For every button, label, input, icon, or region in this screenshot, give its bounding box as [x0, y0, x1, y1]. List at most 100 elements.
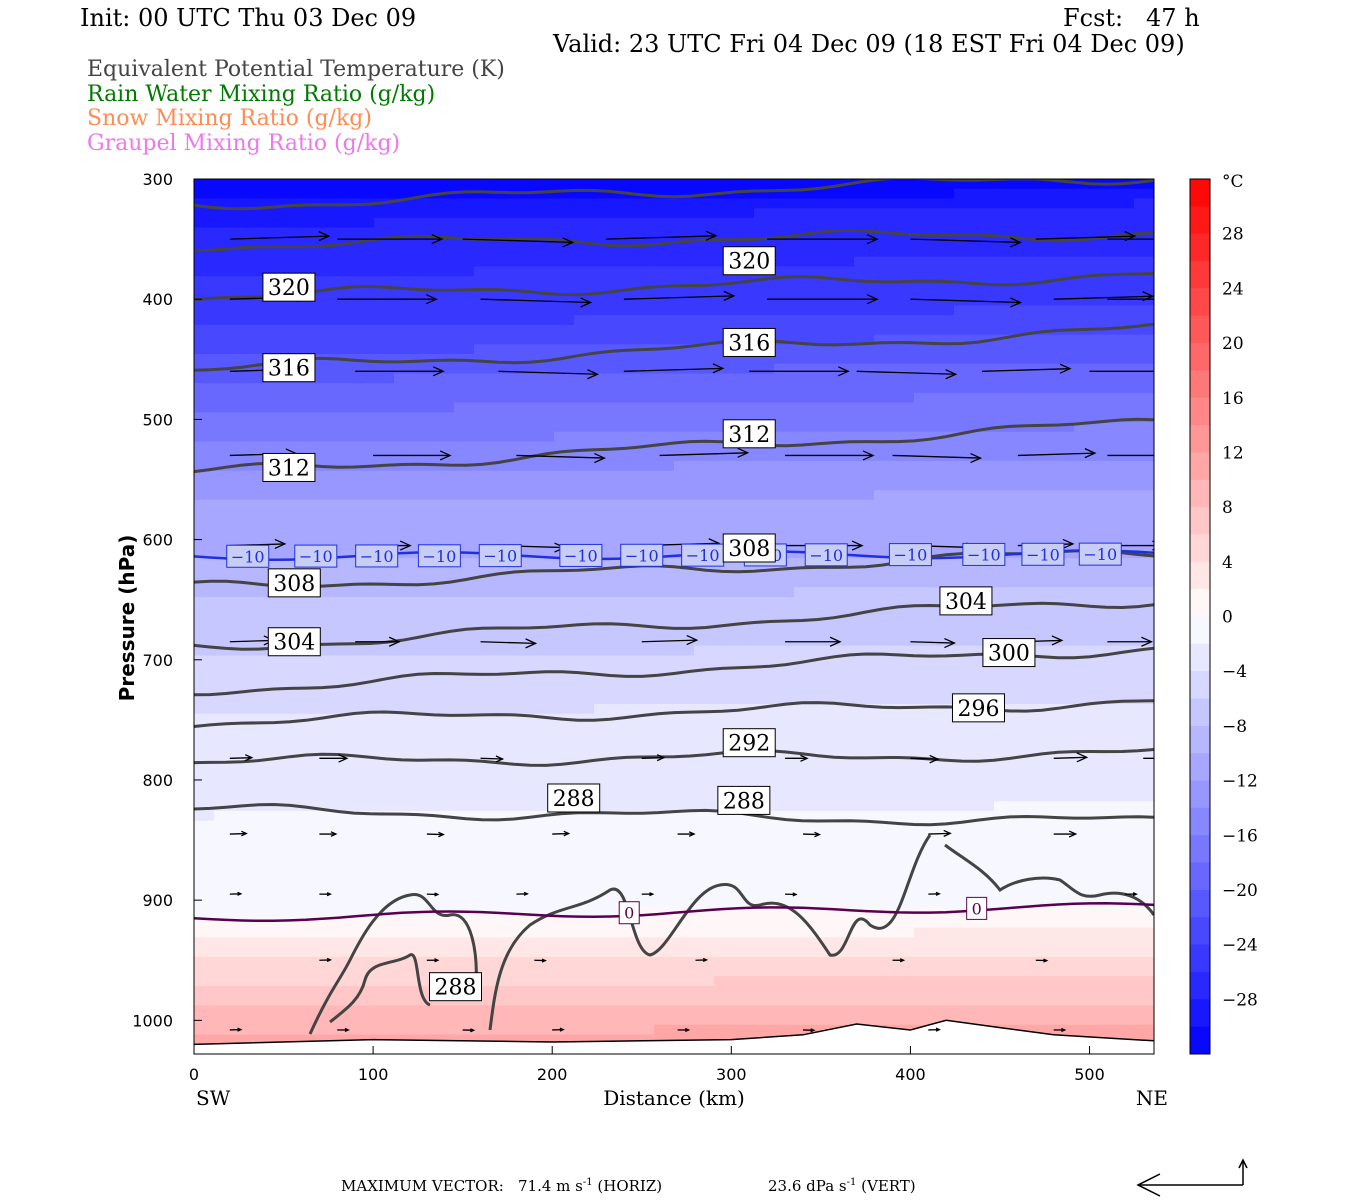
temperature-cell [934, 879, 955, 890]
temperature-cell [294, 947, 315, 958]
temperature-cell [974, 830, 995, 841]
temperature-cell [1034, 227, 1055, 238]
colorbar-swatch [1190, 507, 1210, 535]
temperature-cell [494, 538, 515, 550]
temperature-cell [594, 626, 615, 637]
temperature-cell [554, 1015, 575, 1026]
temperature-cell [614, 772, 635, 783]
temperature-cell [694, 179, 715, 190]
temperature-cell [234, 888, 255, 900]
temperature-cell [534, 791, 555, 802]
temperature-cell [1114, 460, 1135, 472]
temperature-cell [394, 587, 415, 598]
temperature-cell [714, 665, 735, 676]
temperature-cell [994, 626, 1015, 637]
temperature-cell [574, 597, 595, 608]
temperature-cell [654, 422, 675, 433]
temperature-cell [1094, 947, 1115, 958]
temperature-cell [454, 684, 475, 695]
temperature-cell [914, 285, 935, 297]
temperature-cell [1014, 480, 1035, 491]
temperature-cell [534, 937, 555, 948]
temperature-cell [754, 840, 775, 851]
temperature-cell [1114, 276, 1135, 287]
temperature-cell [1014, 742, 1035, 754]
temperature-cell [854, 373, 875, 384]
temperature-cell [474, 490, 495, 501]
temperature-cell [274, 742, 295, 754]
temperature-cell [534, 441, 555, 452]
temperature-cell [254, 995, 275, 1006]
temperature-cell [434, 373, 455, 384]
temperature-cell [334, 810, 355, 822]
temperature-cell [1014, 334, 1035, 345]
temperature-cell [1014, 888, 1035, 900]
temperature-cell [234, 869, 255, 880]
temperature-cell [1094, 412, 1115, 423]
temperature-cell [294, 879, 315, 890]
temperature-cell [934, 324, 955, 336]
temperature-cell [334, 247, 355, 258]
temperature-cell [554, 976, 575, 987]
temperature-cell [194, 810, 215, 822]
temperature-cell [374, 830, 395, 841]
temperature-cell [194, 859, 215, 870]
temperature-cell [374, 480, 395, 491]
temperature-cell [694, 305, 715, 316]
temperature-cell [434, 869, 455, 880]
temperature-cell [634, 373, 655, 384]
theta-e-contour [194, 272, 1154, 302]
temperature-cell [454, 655, 475, 666]
temperature-cell [314, 383, 335, 394]
temperature-cell [614, 519, 635, 530]
colorbar-swatch [1190, 725, 1210, 754]
temperature-cell [494, 937, 515, 948]
temperature-cell [594, 412, 615, 423]
temperature-cell [974, 179, 995, 190]
temperature-cell [314, 519, 335, 530]
temperature-cell [194, 762, 215, 773]
colorbar-swatch [1190, 561, 1210, 590]
temperature-cell [1034, 441, 1055, 452]
temperature-cell [1094, 577, 1115, 588]
temperature-cell [494, 422, 515, 433]
temperature-cell [1054, 373, 1075, 384]
temperature-cell [534, 684, 555, 695]
temperature-cell [674, 898, 695, 909]
temperature-cell [594, 791, 615, 802]
temperature-cell [674, 762, 695, 773]
temperature-cell [574, 908, 595, 919]
temperature-cell [194, 616, 215, 627]
temperature-cell [454, 937, 475, 948]
temperature-cell [1094, 392, 1115, 404]
temperature-cell [534, 266, 555, 277]
temperature-cell [694, 217, 715, 229]
temperature-cell [494, 674, 515, 686]
temperature-cell [514, 363, 535, 375]
temperature-cell [614, 509, 635, 520]
temperature-cell [734, 577, 755, 588]
temperature-cell [734, 285, 755, 297]
temperature-cell [894, 188, 915, 200]
temperature-cell [554, 276, 575, 287]
temperature-cell [714, 402, 735, 413]
theta-e-contour [944, 843, 1154, 916]
temperature-cell [594, 956, 615, 968]
temperature-cell [534, 713, 555, 725]
temperature-cell [454, 597, 475, 608]
temperature-cell [974, 742, 995, 754]
temperature-cell [834, 917, 855, 929]
temperature-cell [1074, 947, 1095, 958]
temperature-cell [454, 665, 475, 676]
temperature-cell [1014, 451, 1035, 462]
temperature-cell [1074, 888, 1095, 900]
temperature-cell [894, 684, 915, 695]
temperature-cell [194, 188, 215, 200]
temperature-cell [474, 392, 495, 404]
temperature-cell [334, 295, 355, 306]
temperature-cell [254, 947, 275, 958]
temperature-cell [994, 791, 1015, 802]
temperature-cell [714, 888, 735, 900]
temperature-cell [1134, 966, 1154, 977]
temperature-cell [314, 480, 335, 491]
